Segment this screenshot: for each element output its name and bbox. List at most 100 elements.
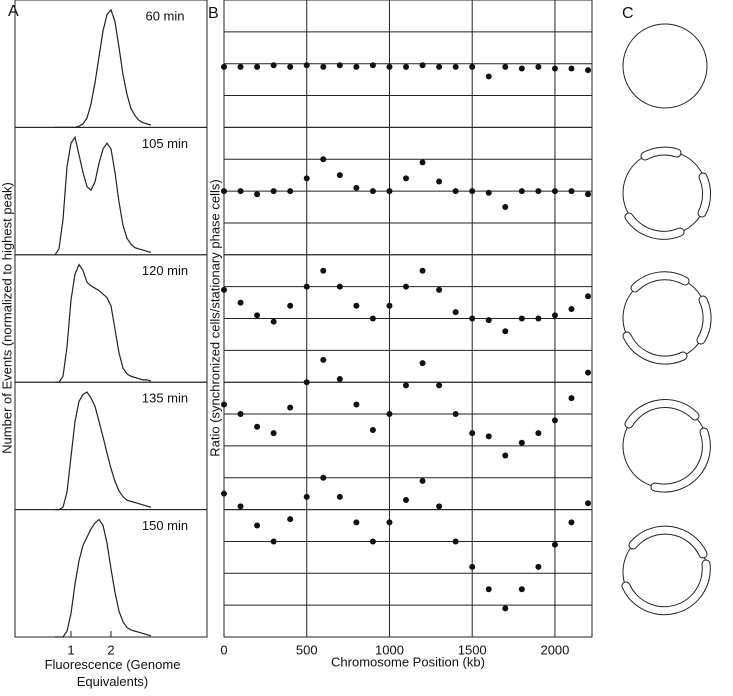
data-point <box>551 312 558 319</box>
data-point <box>436 178 443 185</box>
x-axis-label: Chromosome Position (kb) <box>331 654 485 669</box>
data-point <box>502 63 509 70</box>
data-point <box>419 360 426 367</box>
data-point <box>568 65 575 72</box>
data-point <box>353 302 360 309</box>
genome-diagrams <box>621 23 712 616</box>
data-point <box>419 477 426 484</box>
data-point <box>485 189 492 196</box>
genome-circle <box>622 271 712 365</box>
series-label: 150 min <box>142 518 188 533</box>
data-point <box>502 605 509 612</box>
data-point <box>386 411 393 418</box>
series-label: 105 min <box>142 136 188 151</box>
y-axis-label: Number of Events (normalized to highest … <box>0 182 14 454</box>
data-point <box>452 538 459 545</box>
data-point <box>403 382 410 389</box>
data-point <box>336 376 343 383</box>
data-point <box>452 63 459 70</box>
data-point <box>287 404 294 411</box>
data-point <box>237 503 244 510</box>
series-label: 120 min <box>142 263 188 278</box>
data-point <box>303 283 310 290</box>
data-point <box>303 175 310 182</box>
data-point <box>502 204 509 211</box>
data-point <box>403 497 410 504</box>
data-point <box>469 315 476 322</box>
panel-label: B <box>208 5 219 22</box>
data-point <box>469 63 476 70</box>
data-point <box>287 516 294 523</box>
x-tick-label: 0 <box>220 642 227 657</box>
data-point <box>436 382 443 389</box>
data-point <box>452 188 459 195</box>
x-axis-label: Fluorescence (Genome Equivalents) <box>44 657 181 689</box>
panel-label: C <box>622 5 634 22</box>
data-point <box>353 519 360 526</box>
genome-circle <box>622 146 712 240</box>
data-point <box>485 73 492 80</box>
data-point <box>254 423 261 430</box>
data-point <box>452 411 459 418</box>
data-point <box>287 63 294 70</box>
x-tick-label: 500 <box>296 642 318 657</box>
data-point <box>535 315 542 322</box>
data-point <box>386 63 393 70</box>
data-point <box>221 286 227 293</box>
data-point <box>585 369 592 376</box>
genome-circle <box>622 23 708 109</box>
data-point <box>386 519 393 526</box>
x-tick-label: 2 <box>107 642 114 657</box>
histogram-line <box>54 135 152 256</box>
data-point <box>303 493 310 500</box>
data-point <box>518 188 525 195</box>
data-point <box>270 188 277 195</box>
data-point <box>386 188 393 195</box>
data-point <box>585 191 592 198</box>
data-point <box>535 63 542 70</box>
data-point <box>369 62 376 69</box>
data-point <box>568 519 575 526</box>
data-point <box>403 63 410 70</box>
data-point <box>336 172 343 179</box>
x-tick-label: 1500 <box>458 642 487 657</box>
data-point <box>287 302 294 309</box>
data-point <box>254 312 261 319</box>
data-point <box>436 286 443 293</box>
data-point <box>518 439 525 446</box>
data-point <box>353 401 360 408</box>
data-point <box>535 430 542 437</box>
data-point <box>336 493 343 500</box>
y-axis-label: Ratio (synchronized cells/stationary pha… <box>207 179 222 456</box>
data-point <box>485 317 492 324</box>
data-point <box>551 417 558 424</box>
data-point <box>270 318 277 325</box>
data-point <box>585 500 592 507</box>
data-point <box>502 452 509 459</box>
histogram-line <box>55 8 152 128</box>
data-point <box>551 541 558 548</box>
data-point <box>254 63 261 70</box>
data-point <box>551 65 558 72</box>
data-point <box>320 356 327 363</box>
data-point <box>403 283 410 290</box>
data-point <box>551 188 558 195</box>
data-point <box>419 267 426 274</box>
data-point <box>469 430 476 437</box>
series-label: 135 min <box>142 391 188 406</box>
data-point <box>419 159 426 166</box>
data-point <box>336 62 343 69</box>
data-point <box>452 309 459 316</box>
data-point <box>535 563 542 570</box>
data-point <box>320 267 327 274</box>
data-point <box>386 302 393 309</box>
data-point <box>270 538 277 545</box>
data-point <box>320 63 327 70</box>
data-point <box>237 188 244 195</box>
data-point <box>320 474 327 481</box>
data-point <box>270 62 277 69</box>
data-point <box>469 563 476 570</box>
data-point <box>518 65 525 72</box>
data-point <box>436 63 443 70</box>
